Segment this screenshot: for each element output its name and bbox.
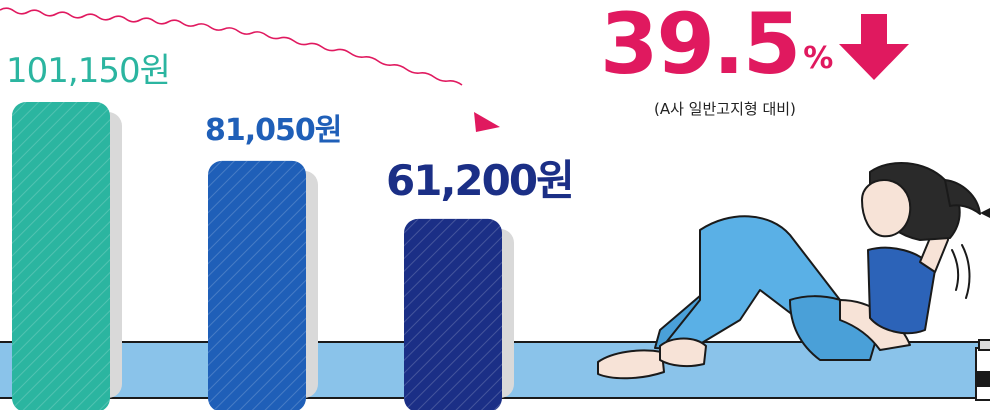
down-arrow-icon [839, 14, 910, 80]
reduction-highlight: 39.5 % [600, 0, 910, 93]
bar-value-label: 81,050원 [205, 113, 342, 148]
trend-arrow-icon [0, 7, 500, 132]
water-bottle [975, 339, 990, 401]
bars-group [12, 102, 514, 410]
reduction-number: 39.5 [600, 0, 801, 93]
bar-hatch [12, 102, 110, 410]
reduction-unit: % [803, 41, 834, 76]
bar-value-label: 61,200원 [386, 156, 575, 205]
comparison-note: (A사 일반고지형 대비) [654, 100, 796, 118]
bar-value-label: 101,150원 [6, 51, 171, 91]
bar-hatch [208, 160, 306, 410]
bar-hatch [404, 218, 502, 410]
woman-doing-crunches [597, 162, 990, 380]
